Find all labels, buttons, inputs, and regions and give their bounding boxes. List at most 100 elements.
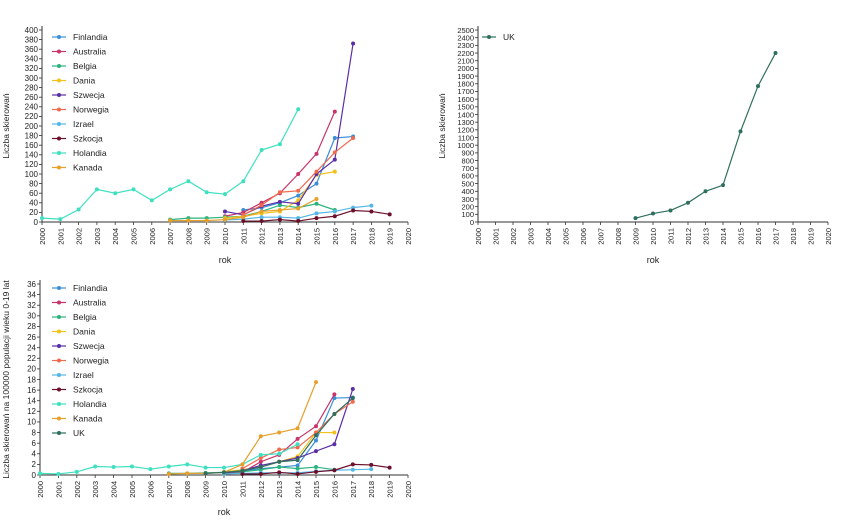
y-tick-label: 2000	[457, 64, 474, 73]
legend-swatch-marker	[57, 78, 61, 83]
legend-swatch-marker	[57, 286, 61, 290]
y-tick-label: 220	[25, 112, 39, 121]
x-tick-label: 2007	[165, 481, 174, 498]
x-tick-label: 2016	[330, 481, 339, 498]
x-tick-label: 2001	[56, 228, 65, 245]
data-point	[277, 430, 282, 435]
data-point	[241, 179, 246, 184]
legend-swatch-marker	[57, 358, 61, 363]
data-point	[185, 462, 190, 467]
legend-swatch-marker	[57, 122, 61, 126]
x-tick-label: 2017	[772, 228, 781, 245]
data-point	[277, 208, 282, 212]
data-point	[94, 187, 99, 192]
y-tick-label: 240	[25, 103, 39, 112]
data-point	[773, 51, 778, 56]
series-szkocja	[240, 462, 392, 476]
y-tick-label: 2400	[457, 33, 474, 42]
x-tick-label: 2010	[649, 228, 658, 245]
y-tick-label: 200	[461, 202, 474, 211]
y-tick-label: 400	[25, 26, 39, 35]
data-point	[130, 464, 134, 469]
y-tick-label: 8	[32, 428, 37, 437]
data-point	[258, 452, 263, 457]
legend-swatch-marker	[57, 64, 61, 68]
data-point	[351, 205, 356, 210]
y-tick-label: 2	[32, 460, 37, 469]
x-tick-label: 2018	[367, 481, 376, 498]
x-tick-label: 2006	[579, 228, 588, 245]
y-tick-label: 22	[27, 354, 36, 363]
legend-swatch-marker	[57, 136, 61, 141]
y-tick-label: 1600	[457, 95, 474, 104]
y-tick-label: 4	[32, 450, 37, 459]
x-tick-label: 2011	[239, 228, 248, 244]
y-tick-label: 10	[27, 418, 36, 427]
series-line	[224, 43, 354, 216]
data-point	[332, 214, 337, 219]
series-norwegia	[241, 136, 356, 217]
x-tick-label: 2006	[148, 228, 157, 245]
y-tick-label: 1800	[457, 80, 474, 89]
data-point	[314, 216, 319, 221]
legend-label: Szkocja	[73, 134, 103, 144]
legend-swatch-marker	[57, 344, 61, 348]
x-axis-label: rok	[219, 255, 232, 265]
legend-swatch-marker	[57, 49, 61, 54]
y-tick-label: 80	[29, 179, 38, 188]
legend-swatch-marker	[57, 387, 61, 392]
y-tick-label: 32	[27, 301, 36, 310]
data-point	[259, 219, 264, 224]
x-tick-label: 2002	[509, 228, 518, 245]
data-point	[203, 465, 208, 470]
series-holandia	[40, 107, 301, 222]
series-kanada	[168, 196, 319, 223]
y-axis-label: Liczba skierowań	[1, 93, 11, 158]
x-tick-label: 2008	[614, 228, 623, 245]
data-point	[277, 451, 282, 456]
y-tick-label: 340	[25, 55, 39, 64]
y-tick-label: 300	[25, 74, 39, 83]
x-axis-label: rok	[218, 507, 231, 517]
x-tick-label: 2018	[367, 228, 376, 245]
data-point	[111, 465, 116, 470]
data-point	[350, 396, 355, 401]
data-point	[332, 150, 337, 155]
y-tick-label: 120	[25, 160, 39, 169]
legend-swatch-marker	[57, 416, 61, 421]
data-point	[295, 442, 300, 447]
data-point	[149, 198, 154, 203]
y-tick-label: 40	[29, 199, 38, 208]
data-point	[350, 399, 355, 404]
data-point	[296, 172, 301, 176]
data-point	[166, 464, 171, 469]
series-holandia	[38, 442, 300, 476]
data-point	[651, 211, 655, 216]
y-tick-label: 800	[461, 156, 474, 165]
x-tick-label: 2007	[166, 228, 175, 245]
panel-counts-countries: 0204060801001201401601802002202402602803…	[1, 26, 413, 265]
data-point	[369, 467, 374, 472]
y-tick-label: 28	[27, 322, 36, 331]
data-point	[296, 193, 301, 198]
data-point	[258, 471, 263, 476]
data-point	[296, 219, 301, 224]
legend-swatch-marker	[57, 165, 61, 170]
x-tick-label: 2009	[632, 228, 641, 245]
x-tick-label: 2013	[275, 481, 284, 498]
data-point	[387, 212, 392, 217]
data-point	[387, 465, 392, 470]
legend-swatch-marker	[57, 151, 61, 155]
data-point	[277, 447, 282, 452]
data-point	[296, 201, 301, 206]
y-tick-label: 400	[461, 187, 474, 196]
y-tick-label: 2300	[457, 41, 474, 50]
y-tick-label: 280	[25, 83, 39, 92]
y-tick-label: 180	[25, 131, 39, 140]
x-tick-label: 2018	[789, 228, 798, 245]
y-tick-label: 2200	[457, 49, 474, 58]
data-point	[296, 107, 301, 112]
data-point	[222, 470, 226, 475]
x-tick-label: 2009	[202, 481, 211, 498]
data-point	[76, 207, 81, 212]
